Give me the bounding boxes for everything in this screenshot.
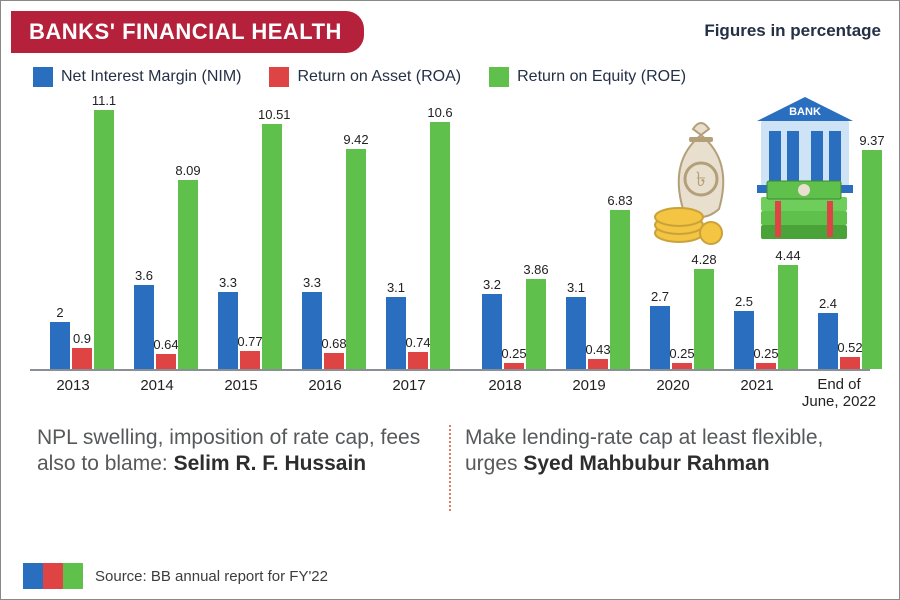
x-axis-label: 2015 bbox=[199, 377, 283, 394]
bar-value-label: 11.1 bbox=[90, 93, 118, 108]
bar-value-label: 10.6 bbox=[426, 105, 454, 120]
bar-value-label: 0.68 bbox=[320, 336, 348, 351]
bar-value-label: 0.25 bbox=[668, 346, 696, 361]
legend-label-roa: Return on Asset (ROA) bbox=[297, 68, 461, 86]
bar-value-label: 2.4 bbox=[814, 296, 842, 311]
bar-roa bbox=[588, 359, 608, 369]
bar-nim bbox=[386, 297, 406, 369]
x-axis-label: 2018 bbox=[463, 377, 547, 394]
bar-roa bbox=[756, 363, 776, 369]
bar-roa bbox=[840, 357, 860, 369]
bar-value-label: 2.7 bbox=[646, 289, 674, 304]
svg-text:৳: ৳ bbox=[696, 169, 706, 191]
x-axis-label: End of June, 2022 bbox=[799, 377, 879, 410]
bar-nim bbox=[650, 306, 670, 369]
legend-swatch-nim bbox=[33, 67, 53, 87]
bar-value-label: 0.43 bbox=[584, 342, 612, 357]
bar-roe bbox=[178, 180, 198, 369]
x-axis-label: 2020 bbox=[631, 377, 715, 394]
bar-value-label: 0.77 bbox=[236, 334, 264, 349]
bar-value-label: 3.3 bbox=[214, 275, 242, 290]
bar-nim bbox=[134, 285, 154, 369]
bar-value-label: 3.1 bbox=[562, 280, 590, 295]
bar-value-label: 2.5 bbox=[730, 294, 758, 309]
bar-roa bbox=[504, 363, 524, 369]
bar-roa bbox=[72, 348, 92, 369]
x-axis-label: 2013 bbox=[31, 377, 115, 394]
x-axis-label: 2016 bbox=[283, 377, 367, 394]
subtitle: Figures in percentage bbox=[704, 21, 881, 41]
bar-roe bbox=[694, 269, 714, 369]
bar-nim bbox=[50, 322, 70, 369]
bar-value-label: 4.28 bbox=[690, 252, 718, 267]
bank-illustration: BANK ৳ bbox=[649, 91, 859, 251]
bar-roa bbox=[672, 363, 692, 369]
bar-roe bbox=[526, 279, 546, 369]
bar-roe bbox=[346, 149, 366, 369]
legend-item-roe: Return on Equity (ROE) bbox=[489, 67, 686, 87]
bar-value-label: 2 bbox=[46, 305, 74, 320]
bar-value-label: 0.25 bbox=[500, 346, 528, 361]
bar-nim bbox=[566, 297, 586, 369]
legend-swatch-roe bbox=[489, 67, 509, 87]
bar-value-label: 10.51 bbox=[258, 107, 286, 122]
bar-nim bbox=[302, 292, 322, 369]
x-axis-label: 2014 bbox=[115, 377, 199, 394]
bar-value-label: 0.25 bbox=[752, 346, 780, 361]
bar-value-label: 0.9 bbox=[68, 331, 96, 346]
bar-roe bbox=[610, 210, 630, 369]
quote-left-name: Selim R. F. Hussain bbox=[174, 452, 367, 475]
legend: Net Interest Margin (NIM) Return on Asse… bbox=[33, 67, 899, 87]
bar-value-label: 3.1 bbox=[382, 280, 410, 295]
bar-value-label: 9.42 bbox=[342, 132, 370, 147]
bar-value-label: 6.83 bbox=[606, 193, 634, 208]
bar-roe bbox=[778, 265, 798, 369]
bar-roe bbox=[94, 110, 114, 369]
legend-label-nim: Net Interest Margin (NIM) bbox=[61, 68, 241, 86]
bar-roa bbox=[240, 351, 260, 369]
quote-left: NPL swelling, imposition of rate cap, fe… bbox=[23, 421, 449, 511]
bar-value-label: 3.6 bbox=[130, 268, 158, 283]
legend-item-roa: Return on Asset (ROA) bbox=[269, 67, 461, 87]
svg-text:BANK: BANK bbox=[789, 106, 821, 118]
x-axis-label: 2017 bbox=[367, 377, 451, 394]
bar-nim bbox=[818, 313, 838, 369]
bar-value-label: 3.86 bbox=[522, 262, 550, 277]
bar-value-label: 0.64 bbox=[152, 337, 180, 352]
bar-roe bbox=[262, 124, 282, 369]
bar-value-label: 3.3 bbox=[298, 275, 326, 290]
bar-value-label: 0.74 bbox=[404, 335, 432, 350]
page-title: BANKS' FINANCIAL HEALTH bbox=[11, 11, 364, 53]
footer-swatches bbox=[23, 563, 83, 589]
legend-swatch-roa bbox=[269, 67, 289, 87]
bar-roa bbox=[408, 352, 428, 369]
bar-roa bbox=[324, 353, 344, 369]
bar-nim bbox=[218, 292, 238, 369]
x-axis-label: 2021 bbox=[715, 377, 799, 394]
bar-value-label: 9.37 bbox=[858, 133, 886, 148]
legend-item-nim: Net Interest Margin (NIM) bbox=[33, 67, 241, 87]
bar-value-label: 3.2 bbox=[478, 277, 506, 292]
bar-roe bbox=[430, 122, 450, 369]
bar-value-label: 0.52 bbox=[836, 340, 864, 355]
source-text: Source: BB annual report for FY'22 bbox=[95, 568, 328, 585]
quote-right-name: Syed Mahbubur Rahman bbox=[523, 452, 769, 475]
legend-label-roe: Return on Equity (ROE) bbox=[517, 68, 686, 86]
bar-roa bbox=[156, 354, 176, 369]
bar-nim bbox=[482, 294, 502, 369]
bar-nim bbox=[734, 311, 754, 369]
chart-baseline bbox=[30, 369, 870, 371]
bar-roe bbox=[862, 150, 882, 369]
quote-right: Make lending-rate cap at least flexible,… bbox=[451, 421, 877, 511]
bar-value-label: 8.09 bbox=[174, 163, 202, 178]
x-axis-label: 2019 bbox=[547, 377, 631, 394]
